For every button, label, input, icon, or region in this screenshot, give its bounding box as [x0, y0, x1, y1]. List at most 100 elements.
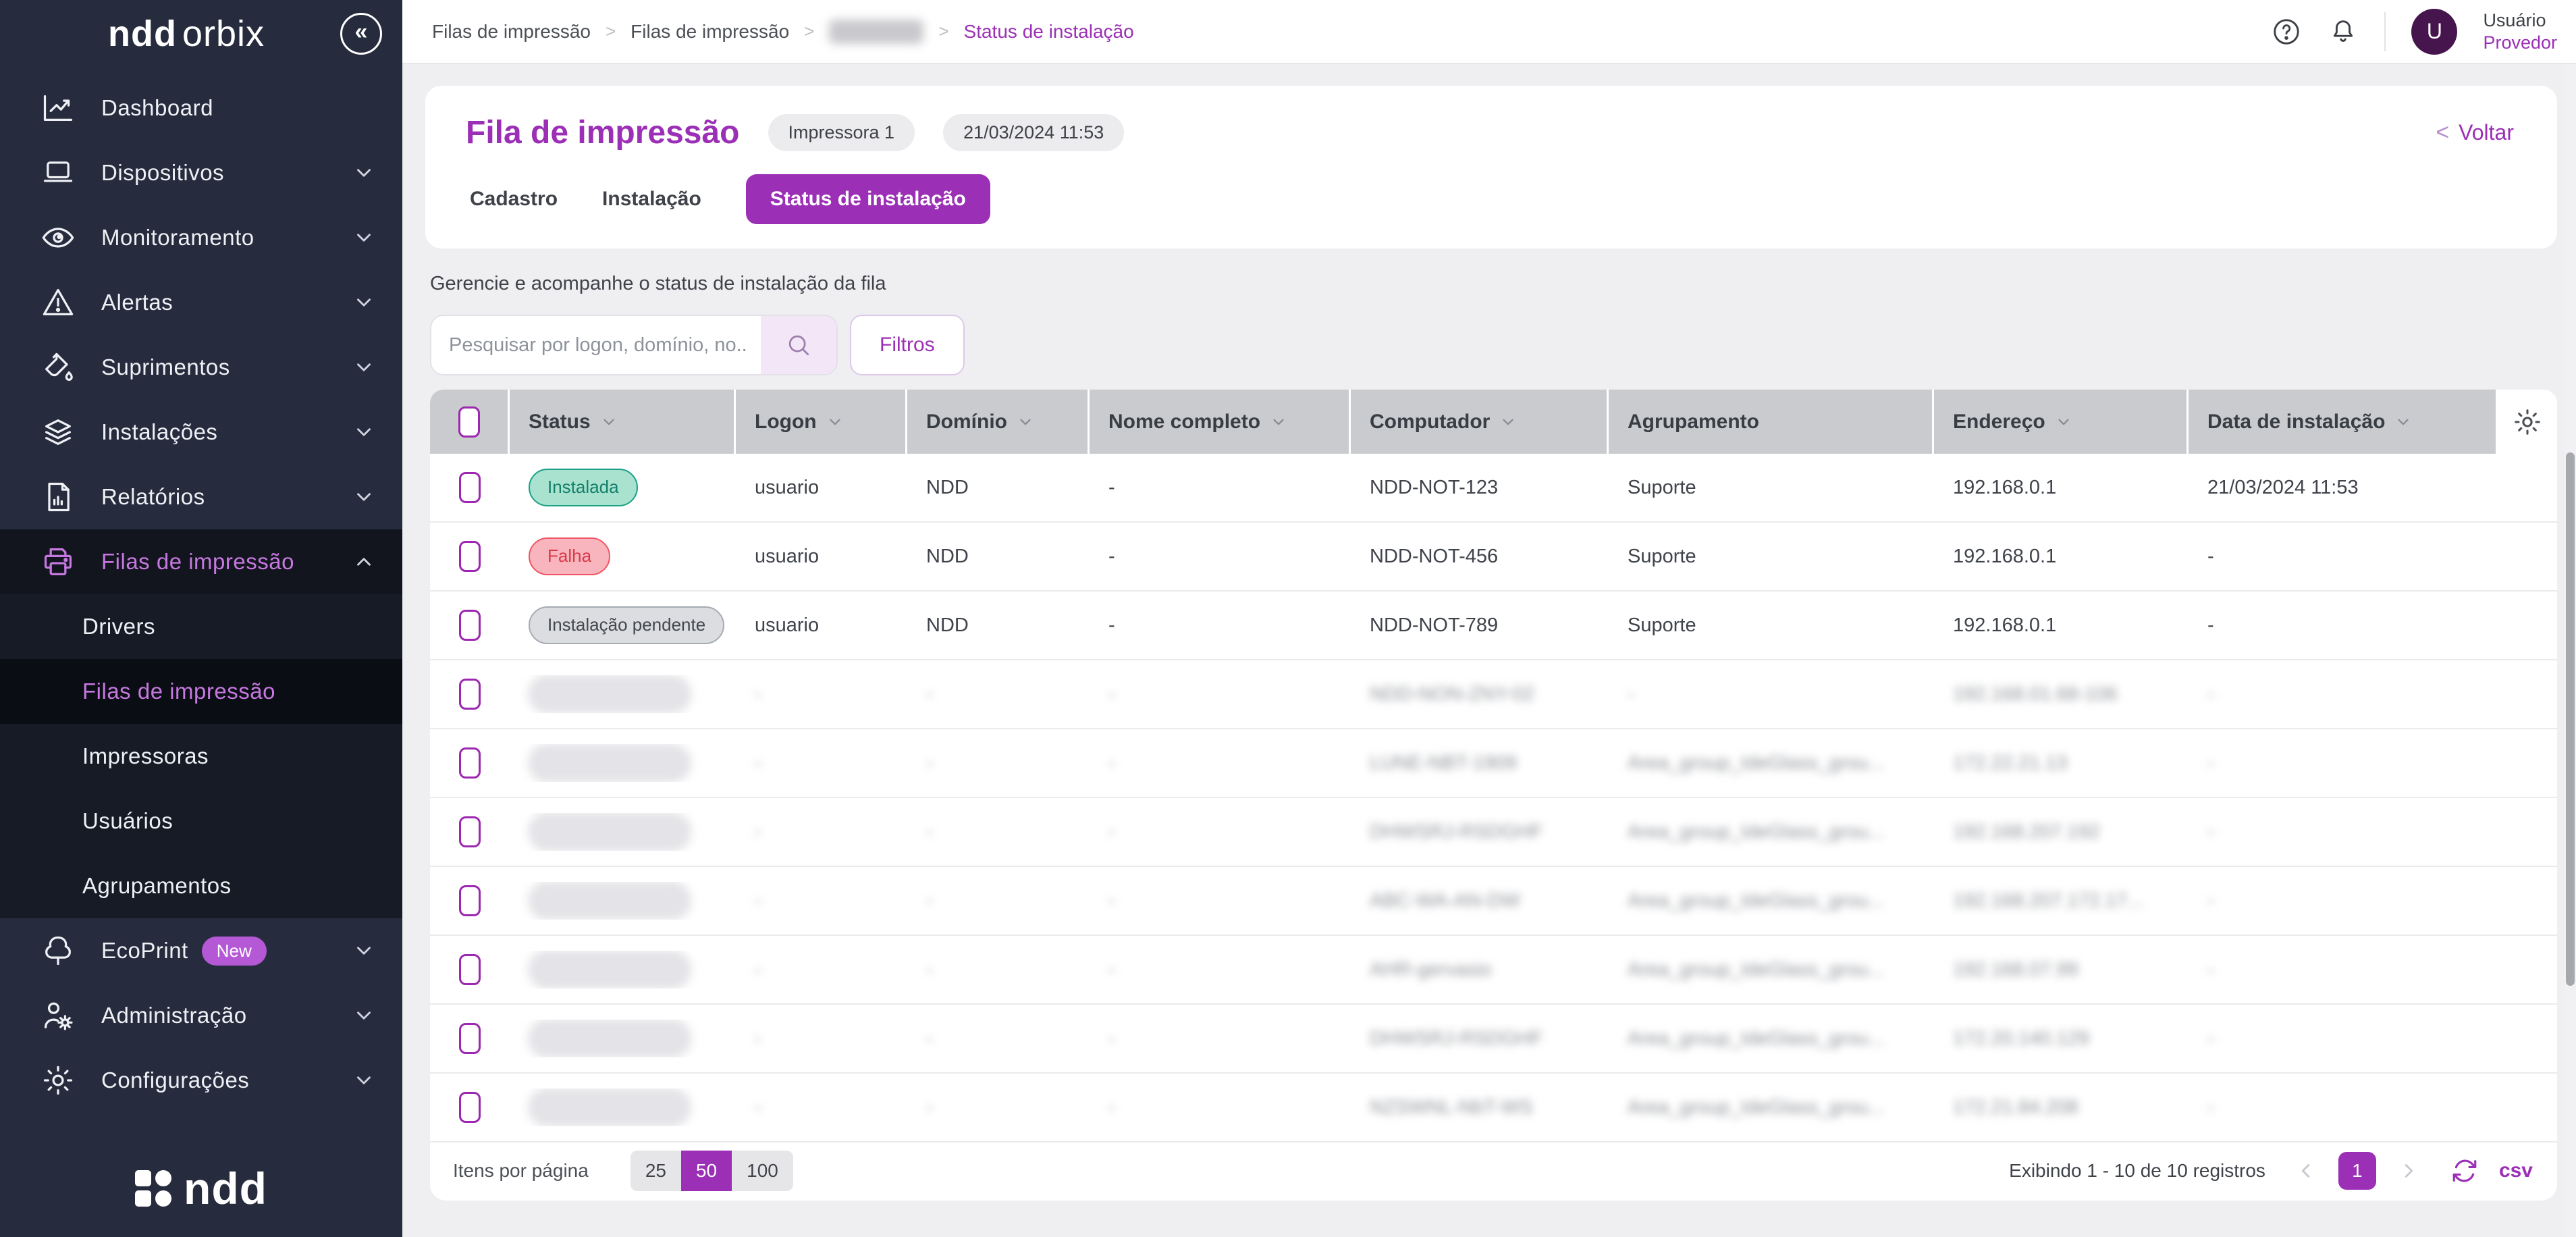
nome-completo-cell: -	[1108, 614, 1115, 636]
row-checkbox[interactable]	[459, 472, 481, 503]
endereco-cell: 192.168.207.192	[1953, 820, 2100, 843]
search-button[interactable]	[761, 316, 836, 374]
row-checkbox-cell	[430, 541, 510, 572]
chart-icon	[39, 89, 77, 127]
chevron-down-icon	[352, 291, 375, 314]
brand-logo-bold: ndd	[108, 14, 177, 54]
select-all-checkbox[interactable]	[458, 406, 480, 438]
export-csv-button[interactable]: csv	[2498, 1159, 2533, 1182]
agrupamento-cell: Suporte	[1628, 614, 1696, 636]
next-page-icon[interactable]	[2396, 1159, 2419, 1182]
sidebar-item-relatorios[interactable]: Relatórios	[0, 465, 402, 529]
vertical-scrollbar	[2565, 64, 2576, 1237]
sidebar-item-administracao[interactable]: Administração	[0, 983, 402, 1048]
chevron-down-icon	[352, 485, 375, 508]
row-checkbox[interactable]	[459, 954, 481, 985]
column-header-8[interactable]: Data de instalação	[2189, 390, 2498, 454]
row-checkbox-cell	[430, 885, 510, 916]
prev-page-icon[interactable]	[2295, 1159, 2318, 1182]
search-input[interactable]	[431, 316, 761, 374]
sidebar-item-instalacoes[interactable]: Instalações	[0, 400, 402, 465]
help-icon[interactable]	[2271, 16, 2302, 47]
bell-icon[interactable]	[2328, 16, 2359, 47]
avatar[interactable]: U	[2411, 8, 2458, 55]
row-checkbox[interactable]	[459, 1023, 481, 1054]
column-header-7[interactable]: Endereço	[1934, 390, 2189, 454]
breadcrumb-item-redacted[interactable]	[829, 19, 924, 44]
filters-button[interactable]: Filtros	[850, 315, 965, 375]
nome-completo-cell: -	[1108, 958, 1115, 980]
sort-chevron-icon	[2055, 413, 2072, 431]
refresh-icon[interactable]	[2450, 1157, 2479, 1185]
tab-cadastro[interactable]: Cadastro	[470, 188, 558, 210]
nome-completo-cell: -	[1108, 545, 1115, 567]
back-label: Voltar	[2459, 120, 2514, 144]
dominio-cell: -	[926, 1027, 933, 1049]
breadcrumb-item[interactable]: Filas de impressão	[630, 20, 790, 42]
current-page-button[interactable]: 1	[2338, 1152, 2376, 1190]
data-instalacao-cell: -	[2207, 1027, 2214, 1049]
tab-instalacao[interactable]: Instalação	[602, 188, 701, 210]
items-per-page-control: 25 50 100	[630, 1151, 793, 1191]
row-checkbox[interactable]	[459, 747, 481, 779]
endereco-cell: 192.168.01.68-106	[1953, 683, 2118, 705]
endereco-cell: 192.168.207.172.17...	[1953, 889, 2144, 912]
sidebar-item-dashboard[interactable]: Dashboard	[0, 76, 402, 140]
items-per-page-option-50[interactable]: 50	[680, 1151, 732, 1191]
computador-cell: DHWSRJ-RSDGHF	[1370, 820, 1543, 843]
sidebar-subitem-agrupamentos[interactable]: Agrupamentos	[82, 873, 232, 898]
column-header-1[interactable]: Status	[510, 390, 736, 454]
sort-chevron-icon	[1499, 413, 1517, 431]
alert-triangle-icon	[39, 284, 77, 321]
row-checkbox-cell	[430, 1092, 510, 1123]
sidebar-collapse-button[interactable]: «	[340, 13, 382, 55]
tab-status-de-instalacao[interactable]: Status de instalação	[745, 174, 990, 224]
endereco-cell: 192.168.07.99	[1953, 958, 2078, 980]
sidebar-subitem-usuarios[interactable]: Usuários	[82, 808, 173, 833]
status-cell	[510, 744, 736, 782]
sidebar-subitem-drivers[interactable]: Drivers	[82, 614, 155, 639]
row-checkbox[interactable]	[459, 885, 481, 916]
sidebar-item-filas-de-impressao[interactable]: Filas de impressão	[0, 529, 402, 594]
data-instalacao-cell: -	[2207, 614, 2214, 636]
items-per-page-option-100[interactable]: 100	[747, 1160, 778, 1181]
data-instalacao-cell: -	[2207, 889, 2214, 912]
sidebar-item-label: Administração	[101, 1003, 247, 1028]
row-checkbox[interactable]	[459, 1092, 481, 1123]
sidebar-item-label: Monitoramento	[101, 225, 254, 250]
sidebar-subitem-impressoras[interactable]: Impressoras	[82, 743, 209, 768]
row-checkbox[interactable]	[459, 541, 481, 572]
sidebar-item-label: Alertas	[101, 290, 173, 315]
chevron-down-icon	[352, 1069, 375, 1092]
brand-logo: ndd orbix	[108, 13, 265, 55]
sort-chevron-icon	[2394, 413, 2412, 431]
column-header-2[interactable]: Logon	[736, 390, 907, 454]
sidebar-item-configuracoes[interactable]: Configurações	[0, 1048, 402, 1113]
items-per-page-option-25[interactable]: 25	[645, 1160, 666, 1181]
column-header-5[interactable]: Computador	[1351, 390, 1609, 454]
logon-cell: -	[755, 683, 761, 705]
row-checkbox[interactable]	[459, 610, 481, 641]
dominio-cell: -	[926, 1096, 933, 1118]
row-checkbox[interactable]	[459, 816, 481, 847]
logon-cell: usuario	[755, 545, 820, 567]
column-settings-gear-icon[interactable]	[2498, 390, 2557, 454]
sidebar-subitem-filas-de-impressao[interactable]: Filas de impressão	[0, 659, 402, 724]
scrollbar-thumb[interactable]	[2566, 452, 2575, 986]
column-header-4[interactable]: Nome completo	[1090, 390, 1351, 454]
back-button[interactable]: < Voltar	[2436, 120, 2514, 146]
sidebar-item-suprimentos[interactable]: Suprimentos	[0, 335, 402, 400]
column-header-3[interactable]: Domínio	[907, 390, 1090, 454]
user-block[interactable]: Usuário Provedor	[2483, 9, 2557, 53]
agrupamento-cell: Area_group_IdeGlass_grou...	[1628, 1027, 1885, 1049]
sidebar-item-dispositivos[interactable]: Dispositivos	[0, 140, 402, 205]
data-instalacao-cell: 21/03/2024 11:53	[2207, 476, 2359, 498]
breadcrumb-item[interactable]: Filas de impressão	[432, 20, 591, 42]
dominio-cell: -	[926, 889, 933, 912]
row-checkbox[interactable]	[459, 679, 481, 710]
sidebar-item-alertas[interactable]: Alertas	[0, 270, 402, 335]
sidebar-item-ecoprint[interactable]: EcoPrint New	[0, 918, 402, 983]
breadcrumb: Filas de impressão > Filas de impressão …	[432, 19, 1134, 44]
sidebar-item-monitoramento[interactable]: Monitoramento	[0, 205, 402, 270]
logon-cell: usuario	[755, 476, 820, 498]
